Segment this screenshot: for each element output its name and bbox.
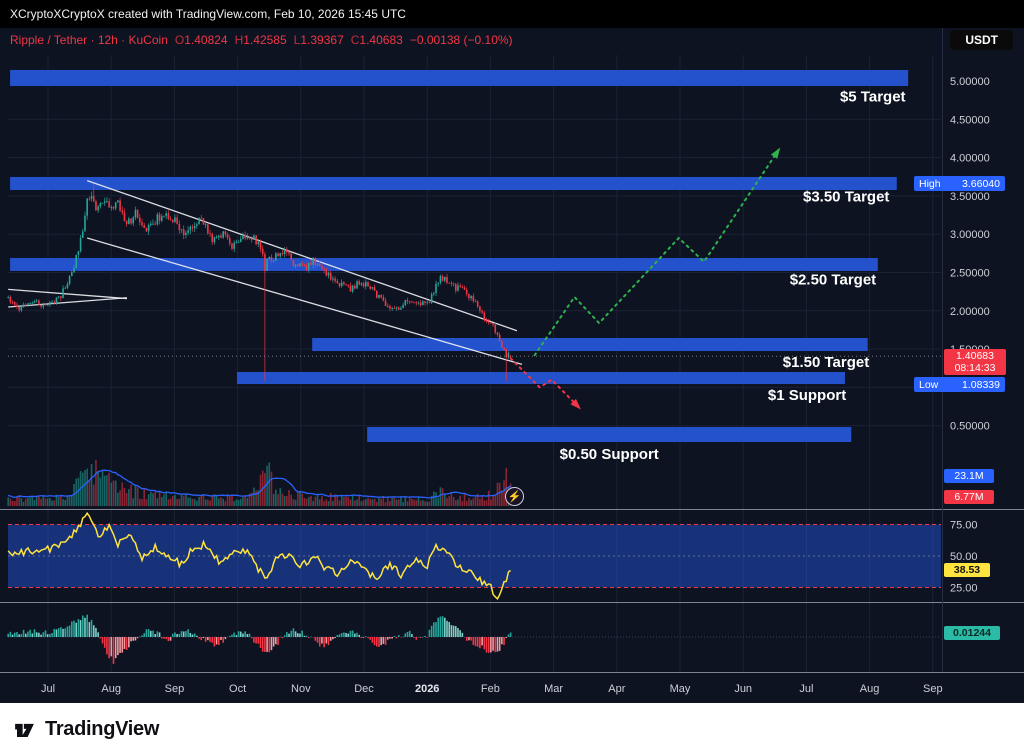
- time-axis-label: May: [670, 683, 691, 695]
- ohlc-open: O1.40824: [175, 33, 228, 47]
- zone-label: $1.50 Target: [783, 354, 869, 371]
- price-axis-label: 4.50000: [950, 114, 990, 126]
- time-axis-label: Sep: [923, 683, 943, 695]
- trendline[interactable]: [8, 288, 128, 300]
- bullish-projection[interactable]: [533, 148, 780, 357]
- rsi-value-badge: 38.53: [944, 563, 990, 577]
- tradingview-logo-icon[interactable]: [12, 717, 37, 742]
- currency-badge[interactable]: USDT: [950, 30, 1013, 50]
- zone-band[interactable]: [10, 176, 897, 191]
- low-label: L: [293, 33, 301, 47]
- time-axis-label: Jul: [799, 683, 813, 695]
- ohlc-high: H1.42585: [235, 33, 287, 47]
- trendline[interactable]: [86, 179, 518, 332]
- zone-band[interactable]: [10, 258, 878, 271]
- high-value: 1.42585: [243, 33, 287, 47]
- footer-bar: TradingView: [0, 703, 1024, 755]
- last-price-value: 1.40683: [956, 350, 994, 362]
- lightning-icon: ⚡: [507, 491, 522, 503]
- time-axis-label: Nov: [291, 683, 311, 695]
- session-low-badge: Low 1.08339: [914, 377, 1005, 392]
- watermark-text: XCryptoXCryptoX created with TradingView…: [10, 7, 406, 21]
- close-label: C: [350, 33, 360, 47]
- session-high-badge: High 3.66040: [914, 176, 1005, 191]
- time-axis-label: Sep: [165, 683, 185, 695]
- volume-pane: [7, 460, 512, 506]
- time-axis-label: Feb: [481, 683, 500, 695]
- volume-ma-line: [8, 469, 511, 499]
- volume-ma-badge: 23.1M: [944, 469, 994, 483]
- watermark-bar: XCryptoXCryptoX created with TradingView…: [0, 0, 1024, 28]
- bearish-projection[interactable]: [509, 357, 580, 409]
- time-axis-label: Mar: [544, 683, 563, 695]
- time-axis-label: Jul: [41, 683, 55, 695]
- ohlc-close: C1.40683: [351, 33, 403, 47]
- time-axis-label: Aug: [101, 683, 121, 695]
- session-low-value: 1.08339: [962, 378, 1000, 391]
- bullish-projection-arrow: [770, 147, 781, 159]
- time-axis-label: Apr: [608, 683, 625, 695]
- rsi-axis-label: 75.00: [950, 520, 978, 532]
- symbol-title[interactable]: Ripple / Tether · 12h · KuCoin: [10, 33, 168, 47]
- session-low-label: Low: [919, 378, 939, 391]
- price-axis-label: 2.50000: [950, 268, 990, 280]
- price-axis-label: 5.00000: [950, 76, 990, 88]
- price-zones[interactable]: $5 Target $3.50 Target $2.50 Target $1.50 T…: [10, 69, 909, 463]
- ohlc-low: L1.39367: [294, 33, 344, 47]
- time-axis-label: Jun: [734, 683, 752, 695]
- last-price-badge: 1.40683 08:14:33: [944, 349, 1006, 375]
- price-axis-label: 2.00000: [950, 306, 990, 318]
- zone-band[interactable]: [10, 69, 909, 86]
- price-axis-label: 3.50000: [950, 191, 990, 203]
- rsi-line: [7, 511, 512, 601]
- price-axis-label: 0.50000: [950, 421, 990, 433]
- price-change: −0.00138 (−0.10%): [409, 33, 513, 47]
- zone-band[interactable]: [236, 372, 845, 385]
- time-axis-label: 2026: [415, 683, 439, 695]
- close-value: 1.40683: [359, 33, 403, 47]
- bearish-projection-arrow: [570, 398, 581, 410]
- trendline[interactable]: [87, 237, 523, 366]
- zone-label: $5 Target: [840, 88, 906, 105]
- price-axis-label: 4.00000: [950, 153, 990, 165]
- low-value: 1.39367: [300, 33, 344, 47]
- bar-countdown: 08:14:33: [954, 362, 996, 374]
- session-high-value: 3.66040: [962, 177, 1000, 190]
- zone-band[interactable]: [367, 427, 852, 443]
- flash-event-marker[interactable]: ⚡: [505, 487, 524, 506]
- high-label: H: [234, 33, 244, 47]
- axes[interactable]: 5.00000 4.50000 4.00000 3.50000 3.00000 2.500…: [0, 28, 1024, 695]
- open-label: O: [174, 33, 185, 47]
- price-axis-label: 3.00000: [950, 229, 990, 241]
- zone-label: $0.50 Support: [560, 446, 659, 463]
- tradingview-brand-text[interactable]: TradingView: [45, 717, 160, 740]
- zone-label: $1 Support: [768, 387, 846, 404]
- zone-band[interactable]: [312, 337, 868, 352]
- rsi-axis-label: 50.00: [950, 551, 978, 563]
- macd-value-badge: 0.01244: [944, 626, 1000, 640]
- symbol-legend[interactable]: Ripple / Tether · 12h · KuCoin O1.40824 …: [10, 33, 513, 47]
- session-high-label: High: [919, 177, 941, 190]
- time-axis-label: Aug: [860, 683, 880, 695]
- rsi-axis-label: 25.00: [950, 583, 978, 595]
- zone-label: $3.50 Target: [803, 189, 889, 206]
- candlesticks: [7, 183, 512, 382]
- indicator-panes: [7, 511, 941, 664]
- time-axis-label: Dec: [354, 683, 374, 695]
- time-axis-label: Oct: [229, 683, 246, 695]
- open-value: 1.40824: [184, 33, 228, 47]
- zone-label: $2.50 Target: [790, 271, 876, 288]
- volume-badge: 6.77M: [944, 490, 994, 504]
